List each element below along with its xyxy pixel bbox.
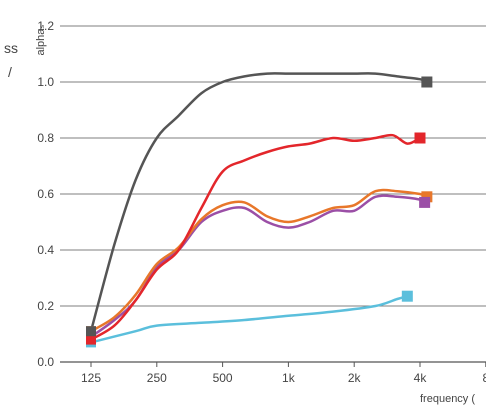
- series-start-marker: [86, 326, 96, 337]
- x-tick-label: 250: [147, 371, 167, 385]
- y-tick-label: 1.0: [37, 75, 54, 89]
- series-end-marker: [414, 132, 426, 144]
- series-line-cyan: [89, 294, 409, 344]
- y-tick-label: 0.4: [37, 243, 54, 257]
- x-tick-label: 500: [213, 371, 233, 385]
- series-end-marker: [401, 290, 413, 302]
- series-line-orange: [89, 188, 429, 333]
- x-tick-label: 1k: [282, 371, 296, 385]
- series-lines: [89, 72, 429, 344]
- x-tick-label: 8: [482, 371, 486, 385]
- y-tick-label: 0.2: [37, 299, 54, 313]
- series-end-markers: [86, 76, 433, 348]
- x-tick-label: 125: [81, 371, 101, 385]
- x-tick-labels: 125 250 500 1k 2k 4k 8: [81, 362, 486, 385]
- y-axis-label: alphaₛ: [35, 24, 47, 55]
- series-line-red: [89, 133, 422, 341]
- series-start-marker: [86, 334, 96, 345]
- series-line-dark-gray: [89, 72, 429, 333]
- x-axis-label: frequency (: [420, 393, 475, 405]
- x-tick-label: 2k: [348, 371, 362, 385]
- series-end-marker: [421, 76, 433, 88]
- y-tick-label: 0.8: [37, 131, 54, 145]
- x-tick-label: 4k: [414, 371, 428, 385]
- cut-text-slash: /: [8, 64, 12, 80]
- series-end-marker: [421, 191, 433, 203]
- y-tick-label: 0.6: [37, 187, 54, 201]
- y-tick-labels: 0.0 0.2 0.4 0.6 0.8 1.0 1.2: [37, 19, 54, 369]
- y-tick-label: 1.2: [37, 19, 54, 33]
- series-line-purple: [89, 194, 426, 339]
- series-end-marker: [419, 196, 431, 208]
- cut-text-ss: ss: [4, 40, 18, 56]
- y-tick-label: 0.0: [37, 355, 54, 369]
